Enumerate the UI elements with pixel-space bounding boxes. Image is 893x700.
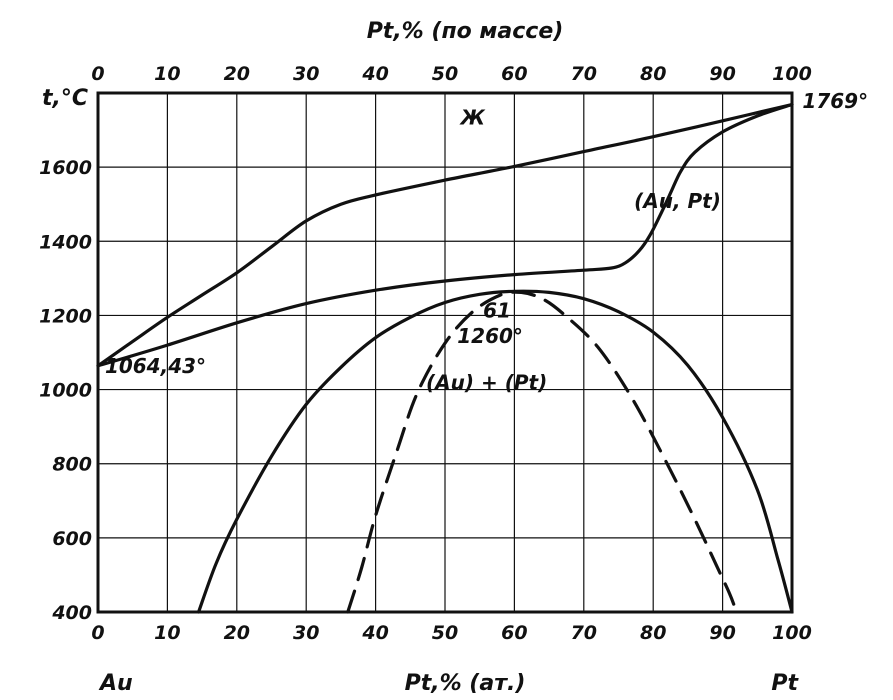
bottom-tick-label: 100	[772, 622, 812, 644]
bottom-axis-title: Pt,% (ат.)	[405, 671, 526, 696]
top-tick-label: 50	[432, 63, 458, 85]
bottom-tick-label: 20	[224, 622, 250, 644]
y-axis-ticks: 400 600 800 1000 1200 1400 1600	[39, 157, 92, 624]
bottom-tick-label: 90	[709, 622, 735, 644]
bottom-tick-label: 80	[640, 622, 666, 644]
solvus-chemical-curve	[197, 289, 794, 614]
top-tick-label: 0	[91, 63, 104, 85]
top-tick-label: 70	[571, 63, 597, 85]
bottom-tick-label: 50	[432, 622, 458, 644]
au-plus-pt-label: (Au) + (Pt)	[426, 371, 547, 395]
top-tick-label: 80	[640, 63, 666, 85]
y-tick-label: 1000	[39, 380, 92, 402]
top-tick-label: 20	[224, 63, 250, 85]
y-tick-label: 1400	[39, 231, 92, 253]
top-tick-label: 30	[293, 63, 319, 85]
element-pt-label: Pt	[771, 671, 799, 696]
bottom-tick-label: 0	[91, 622, 104, 644]
y-tick-label: 1600	[39, 157, 92, 179]
series-layer	[96, 102, 794, 614]
au-pt-label: (Au, Pt)	[634, 189, 721, 213]
crit-composition-label: 61	[483, 298, 511, 322]
y-tick-label: 800	[52, 454, 92, 476]
element-au-label: Au	[98, 671, 133, 696]
au-melting-label: 1064,43°	[105, 354, 206, 378]
bottom-tick-label: 10	[154, 622, 180, 644]
y-axis-title: t,°C	[42, 86, 88, 111]
top-axis-ticks: 0 10 20 30 40 50 60 70 80 90 100	[91, 63, 811, 85]
y-tick-label: 600	[52, 528, 92, 550]
solidus-curve	[96, 102, 794, 368]
bottom-axis-ticks: 0 10 20 30 40 50 60 70 80 90 100	[91, 622, 811, 644]
bottom-tick-label: 30	[293, 622, 319, 644]
y-tick-label: 1200	[39, 305, 92, 327]
top-tick-label: 40	[361, 63, 388, 85]
liquid-label: Ж	[459, 106, 486, 130]
crit-temperature-label: 1260°	[457, 324, 523, 348]
liquidus-curve	[96, 102, 794, 368]
bottom-tick-label: 70	[571, 622, 597, 644]
top-axis-title: Pt,% (по массе)	[367, 19, 564, 44]
top-tick-label: 90	[709, 63, 735, 85]
top-tick-label: 100	[772, 63, 812, 85]
top-tick-label: 10	[154, 63, 180, 85]
top-tick-label: 60	[501, 63, 527, 85]
pt-melting-label: 1769°	[802, 89, 868, 113]
y-tick-label: 400	[51, 602, 92, 624]
plot-frame	[96, 91, 794, 614]
bottom-tick-label: 40	[361, 622, 388, 644]
grid-lines	[98, 93, 792, 612]
solvus-coherent-curve	[346, 290, 739, 614]
bottom-tick-label: 60	[501, 622, 527, 644]
